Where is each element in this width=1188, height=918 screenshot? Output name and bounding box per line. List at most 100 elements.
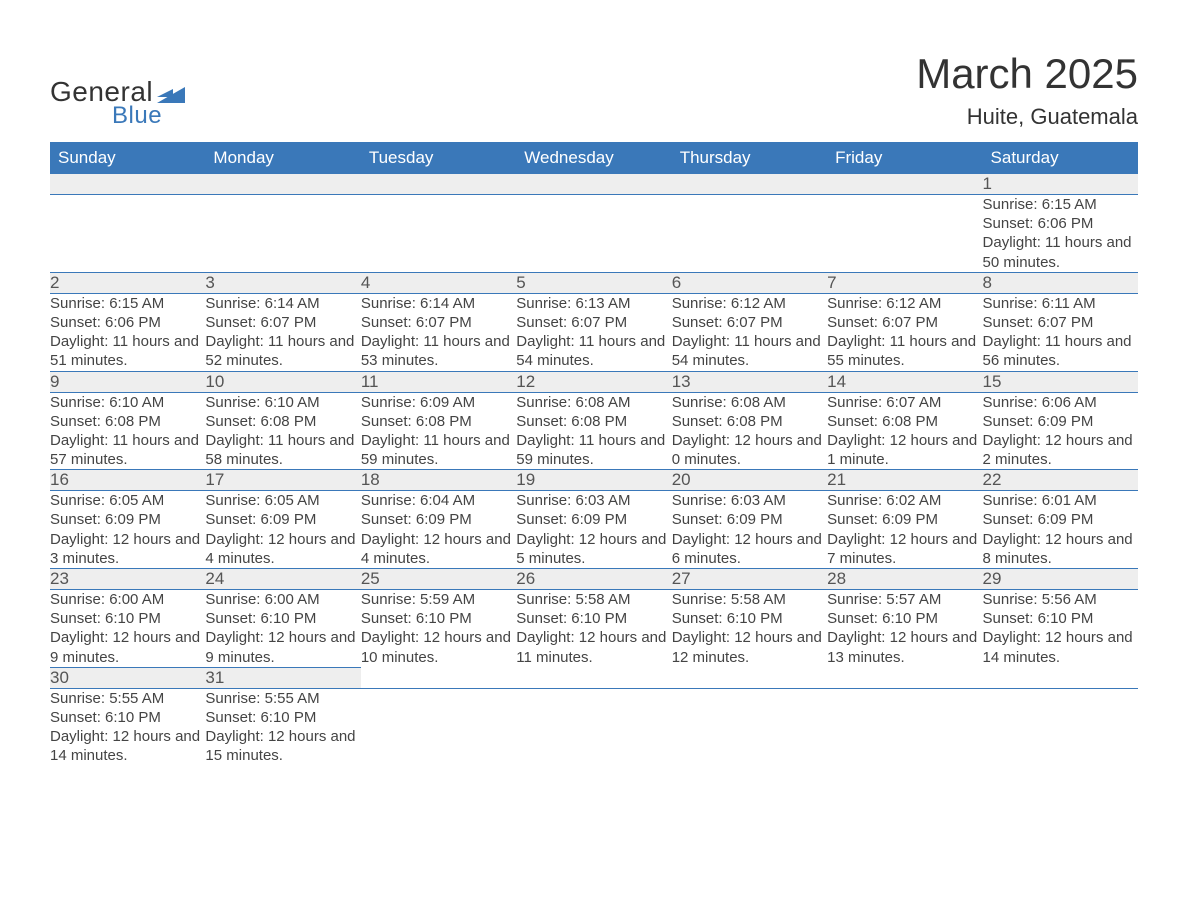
day-number-cell bbox=[827, 174, 982, 195]
daylight-text: Daylight: 12 hours and 4 minutes. bbox=[205, 530, 360, 568]
sunrise-text: Sunrise: 6:12 AM bbox=[827, 294, 982, 313]
day-detail-row: Sunrise: 6:15 AMSunset: 6:06 PMDaylight:… bbox=[50, 195, 1138, 273]
day-detail-cell bbox=[516, 688, 671, 765]
sunset-text: Sunset: 6:07 PM bbox=[983, 313, 1138, 332]
day-detail-cell: Sunrise: 6:14 AMSunset: 6:07 PMDaylight:… bbox=[361, 293, 516, 371]
sunrise-text: Sunrise: 6:01 AM bbox=[983, 491, 1138, 510]
daylight-text: Daylight: 12 hours and 14 minutes. bbox=[983, 628, 1138, 666]
day-number-cell: 19 bbox=[516, 470, 671, 491]
day-number-cell: 16 bbox=[50, 470, 205, 491]
sunrise-text: Sunrise: 5:55 AM bbox=[205, 689, 360, 708]
day-number-cell bbox=[672, 174, 827, 195]
sunset-text: Sunset: 6:06 PM bbox=[50, 313, 205, 332]
sunrise-text: Sunrise: 6:07 AM bbox=[827, 393, 982, 412]
sunset-text: Sunset: 6:08 PM bbox=[205, 412, 360, 431]
daylight-text: Daylight: 11 hours and 56 minutes. bbox=[983, 332, 1138, 370]
sunrise-text: Sunrise: 6:03 AM bbox=[672, 491, 827, 510]
day-detail-cell: Sunrise: 5:57 AMSunset: 6:10 PMDaylight:… bbox=[827, 590, 982, 668]
day-detail-cell: Sunrise: 6:00 AMSunset: 6:10 PMDaylight:… bbox=[205, 590, 360, 668]
day-number-row: 16171819202122 bbox=[50, 470, 1138, 491]
calendar-table: Sunday Monday Tuesday Wednesday Thursday… bbox=[50, 142, 1138, 766]
daylight-text: Daylight: 12 hours and 5 minutes. bbox=[516, 530, 671, 568]
day-detail-cell bbox=[361, 688, 516, 765]
daylight-text: Daylight: 12 hours and 10 minutes. bbox=[361, 628, 516, 666]
sunrise-text: Sunrise: 6:13 AM bbox=[516, 294, 671, 313]
sunset-text: Sunset: 6:10 PM bbox=[827, 609, 982, 628]
sunrise-text: Sunrise: 6:11 AM bbox=[983, 294, 1138, 313]
daylight-text: Daylight: 11 hours and 55 minutes. bbox=[827, 332, 982, 370]
daylight-text: Daylight: 12 hours and 2 minutes. bbox=[983, 431, 1138, 469]
day-detail-cell: Sunrise: 6:10 AMSunset: 6:08 PMDaylight:… bbox=[50, 392, 205, 470]
sunrise-text: Sunrise: 6:12 AM bbox=[672, 294, 827, 313]
sunset-text: Sunset: 6:10 PM bbox=[516, 609, 671, 628]
sunset-text: Sunset: 6:10 PM bbox=[50, 609, 205, 628]
day-detail-cell: Sunrise: 6:00 AMSunset: 6:10 PMDaylight:… bbox=[50, 590, 205, 668]
daylight-text: Daylight: 12 hours and 11 minutes. bbox=[516, 628, 671, 666]
day-number-cell: 26 bbox=[516, 569, 671, 590]
daylight-text: Daylight: 12 hours and 3 minutes. bbox=[50, 530, 205, 568]
day-detail-cell: Sunrise: 5:55 AMSunset: 6:10 PMDaylight:… bbox=[50, 688, 205, 765]
sunset-text: Sunset: 6:08 PM bbox=[50, 412, 205, 431]
day-number-row: 1 bbox=[50, 174, 1138, 195]
day-number-cell: 15 bbox=[983, 371, 1138, 392]
day-detail-row: Sunrise: 6:15 AMSunset: 6:06 PM Daylight:… bbox=[50, 293, 1138, 371]
day-number-cell bbox=[516, 174, 671, 195]
day-detail-cell: Sunrise: 5:56 AMSunset: 6:10 PMDaylight:… bbox=[983, 590, 1138, 668]
weekday-header: Sunday bbox=[50, 142, 205, 174]
day-detail-cell bbox=[827, 688, 982, 765]
day-number-cell bbox=[516, 667, 671, 688]
day-number-cell: 11 bbox=[361, 371, 516, 392]
day-detail-cell: Sunrise: 6:05 AMSunset: 6:09 PMDaylight:… bbox=[50, 491, 205, 569]
day-number-cell: 17 bbox=[205, 470, 360, 491]
sunrise-text: Sunrise: 5:58 AM bbox=[516, 590, 671, 609]
day-number-cell: 2 bbox=[50, 272, 205, 293]
day-number-cell: 5 bbox=[516, 272, 671, 293]
daylight-text: Daylight: 11 hours and 54 minutes. bbox=[516, 332, 671, 370]
daylight-text: Daylight: 11 hours and 59 minutes. bbox=[361, 431, 516, 469]
day-detail-cell: Sunrise: 6:14 AMSunset: 6:07 PMDaylight:… bbox=[205, 293, 360, 371]
day-number-cell: 22 bbox=[983, 470, 1138, 491]
day-detail-cell: Sunrise: 6:03 AMSunset: 6:09 PMDaylight:… bbox=[672, 491, 827, 569]
daylight-text: Daylight: 12 hours and 8 minutes. bbox=[983, 530, 1138, 568]
day-detail-cell bbox=[50, 195, 205, 273]
sunrise-text: Sunrise: 6:10 AM bbox=[50, 393, 205, 412]
day-number-cell bbox=[361, 667, 516, 688]
daylight-text: Daylight: 12 hours and 7 minutes. bbox=[827, 530, 982, 568]
day-detail-cell: Sunrise: 6:09 AMSunset: 6:08 PMDaylight:… bbox=[361, 392, 516, 470]
day-number-cell bbox=[361, 174, 516, 195]
day-number-cell: 9 bbox=[50, 371, 205, 392]
daylight-text: Daylight: 12 hours and 15 minutes. bbox=[205, 727, 360, 765]
sunrise-text: Sunrise: 6:09 AM bbox=[361, 393, 516, 412]
sunrise-text: Sunrise: 6:00 AM bbox=[50, 590, 205, 609]
day-number-cell bbox=[672, 667, 827, 688]
weekday-header: Tuesday bbox=[361, 142, 516, 174]
day-detail-cell bbox=[827, 195, 982, 273]
day-number-cell bbox=[827, 667, 982, 688]
day-number-row: 2345678 bbox=[50, 272, 1138, 293]
sunset-text: Sunset: 6:07 PM bbox=[827, 313, 982, 332]
sunset-text: Sunset: 6:08 PM bbox=[672, 412, 827, 431]
logo-text-blue: Blue bbox=[112, 102, 162, 130]
sunset-text: Sunset: 6:07 PM bbox=[516, 313, 671, 332]
day-detail-cell: Sunrise: 6:11 AMSunset: 6:07 PMDaylight:… bbox=[983, 293, 1138, 371]
day-number-cell: 23 bbox=[50, 569, 205, 590]
day-number-cell: 29 bbox=[983, 569, 1138, 590]
sunset-text: Sunset: 6:10 PM bbox=[983, 609, 1138, 628]
day-detail-cell: Sunrise: 6:01 AMSunset: 6:09 PMDaylight:… bbox=[983, 491, 1138, 569]
weekday-header: Wednesday bbox=[516, 142, 671, 174]
sunrise-text: Sunrise: 6:15 AM bbox=[50, 294, 205, 313]
sunset-text: Sunset: 6:09 PM bbox=[516, 510, 671, 529]
day-number-cell: 24 bbox=[205, 569, 360, 590]
day-number-cell: 8 bbox=[983, 272, 1138, 293]
daylight-text: Daylight: 11 hours and 53 minutes. bbox=[361, 332, 516, 370]
day-detail-cell: Sunrise: 6:04 AMSunset: 6:09 PMDaylight:… bbox=[361, 491, 516, 569]
sunrise-text: Sunrise: 6:02 AM bbox=[827, 491, 982, 510]
day-detail-cell bbox=[361, 195, 516, 273]
sunset-text: Sunset: 6:08 PM bbox=[827, 412, 982, 431]
sunset-text: Sunset: 6:07 PM bbox=[205, 313, 360, 332]
day-number-cell: 14 bbox=[827, 371, 982, 392]
day-number-cell: 6 bbox=[672, 272, 827, 293]
day-detail-cell bbox=[516, 195, 671, 273]
daylight-text: Daylight: 11 hours and 54 minutes. bbox=[672, 332, 827, 370]
day-detail-row: Sunrise: 6:00 AMSunset: 6:10 PMDaylight:… bbox=[50, 590, 1138, 668]
